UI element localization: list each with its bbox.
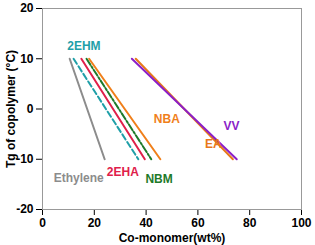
svg-text:80: 80 — [243, 216, 257, 230]
svg-text:Ethylene: Ethylene — [54, 171, 104, 185]
svg-text:60: 60 — [191, 216, 205, 230]
svg-text:VV: VV — [224, 119, 240, 133]
svg-text:2EHM: 2EHM — [67, 39, 100, 53]
svg-text:20: 20 — [88, 216, 102, 230]
svg-text:NBM: NBM — [145, 172, 172, 186]
svg-text:100: 100 — [291, 216, 311, 230]
svg-text:20: 20 — [20, 1, 34, 15]
svg-text:Co-monomer(wt%): Co-monomer(wt%) — [119, 231, 226, 245]
svg-text:Tg of copolymer (°C): Tg of copolymer (°C) — [4, 50, 18, 168]
svg-text:NBA: NBA — [154, 112, 180, 126]
svg-text:EA: EA — [205, 137, 222, 151]
svg-text:0: 0 — [27, 102, 34, 116]
svg-text:-20: -20 — [16, 202, 34, 216]
svg-text:40: 40 — [139, 216, 153, 230]
svg-text:2EHA: 2EHA — [107, 165, 139, 179]
svg-text:10: 10 — [20, 52, 34, 66]
svg-text:-10: -10 — [16, 152, 34, 166]
svg-text:0: 0 — [39, 216, 46, 230]
